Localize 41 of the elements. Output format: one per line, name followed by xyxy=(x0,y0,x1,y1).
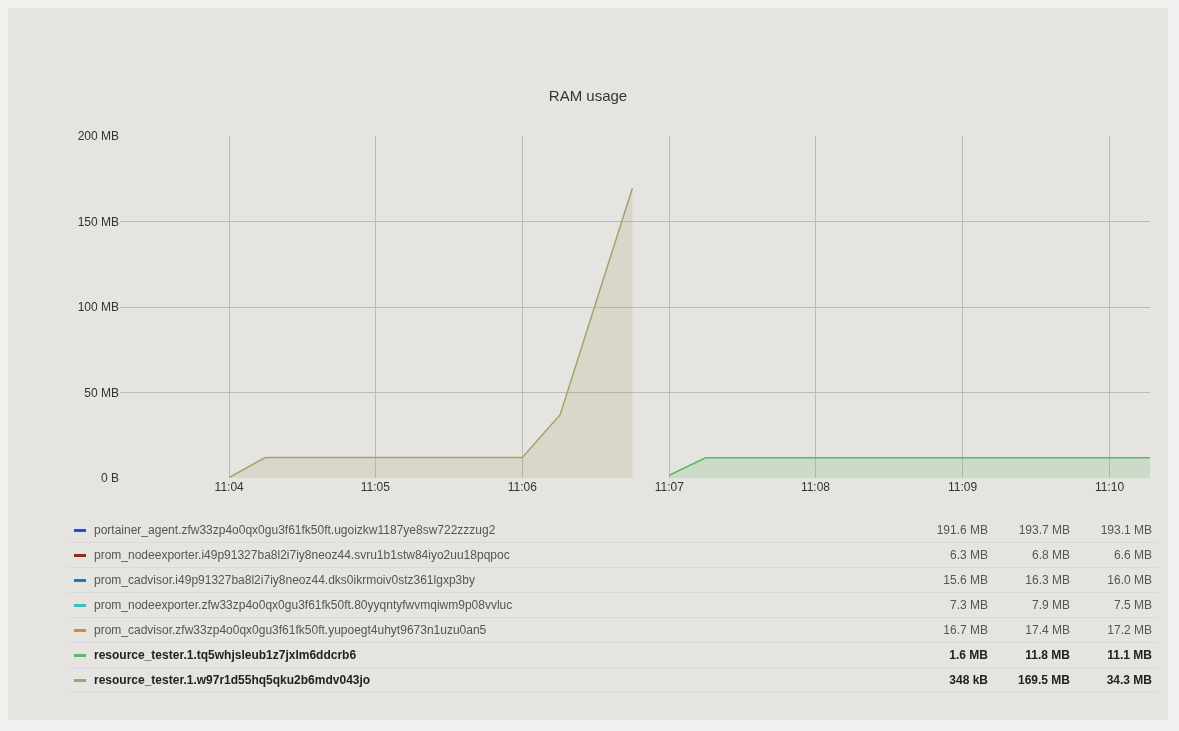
y-tick-label: 0 B xyxy=(100,471,119,486)
text: 169.5 MB xyxy=(1016,672,1071,689)
text: 6.8 MB xyxy=(1031,547,1071,564)
legend-label: prom_cadvisor.zfw33zp4o0qx0gu3f61fk50ft.yupoegt4uhyt9673n1uzu0an5 xyxy=(94,623,487,637)
text: 7.3 MB xyxy=(949,597,989,614)
x-tick-label: 11:05 xyxy=(360,480,391,494)
x-tick-label: 11:09 xyxy=(947,480,978,494)
legend-label: prom_cadvisor.i49p91327ba8l2i7iy8neoz44.dks0ikrmoiv0stz361lgxp3by xyxy=(94,573,475,587)
x-tick-label: 11:10 xyxy=(1094,480,1125,494)
text: 16.7 MB xyxy=(942,622,989,639)
text: 7.9 MB xyxy=(1031,597,1071,614)
text: 16.0 MB xyxy=(1106,572,1153,589)
x-tick-label: 11:07 xyxy=(654,480,685,494)
text: 1.6 MB xyxy=(948,647,989,664)
x-tick-label: 11:04 xyxy=(214,480,245,494)
x-tick-label: 11:06 xyxy=(507,480,538,494)
text: 16.3 MB xyxy=(1024,572,1071,589)
text: 6.3 MB xyxy=(949,547,989,564)
text: 17.2 MB xyxy=(1106,622,1153,639)
x-tick-label: 11:08 xyxy=(800,480,831,494)
text: 193.1 MB xyxy=(1099,522,1153,539)
text: 34.3 MB xyxy=(1105,672,1153,689)
y-tick-label: 100 MB xyxy=(77,300,119,315)
legend-label: prom_nodeexporter.zfw33zp4o0qx0gu3f61fk50ft.80yyqntyfwvmqiwm9p08vvluc xyxy=(94,598,513,612)
legend-label: prom_nodeexporter.i49p91327ba8l2i7iy8neoz44.svru1b1stw84iyo2uu18pqpoc xyxy=(94,548,510,562)
text: 348 kB xyxy=(948,672,989,689)
y-tick-label: 150 MB xyxy=(77,214,119,229)
y-tick-label: 200 MB xyxy=(77,129,119,144)
legend-label: resource_tester.1.w97r1d55hq5qku2b6mdv043jo xyxy=(94,673,371,687)
text: 17.4 MB xyxy=(1024,622,1071,639)
y-tick-label: 50 MB xyxy=(84,385,119,400)
text: 6.6 MB xyxy=(1113,547,1153,564)
text: 7.5 MB xyxy=(1113,597,1153,614)
legend-label: portainer_agent.zfw33zp4o0qx0gu3f61fk50ft.ugoizkw1187ye8sw722zzzug2 xyxy=(94,523,496,537)
text: 11.8 MB xyxy=(1024,647,1071,664)
text: 11.1 MB xyxy=(1106,647,1153,664)
chart-title: RAM usage xyxy=(548,87,628,105)
text: 193.7 MB xyxy=(1017,522,1071,539)
text: 15.6 MB xyxy=(942,572,989,589)
legend-label: resource_tester.1.tq5whjsleub1z7jxlm6ddcrb6 xyxy=(94,648,357,662)
text: 191.6 MB xyxy=(935,522,989,539)
